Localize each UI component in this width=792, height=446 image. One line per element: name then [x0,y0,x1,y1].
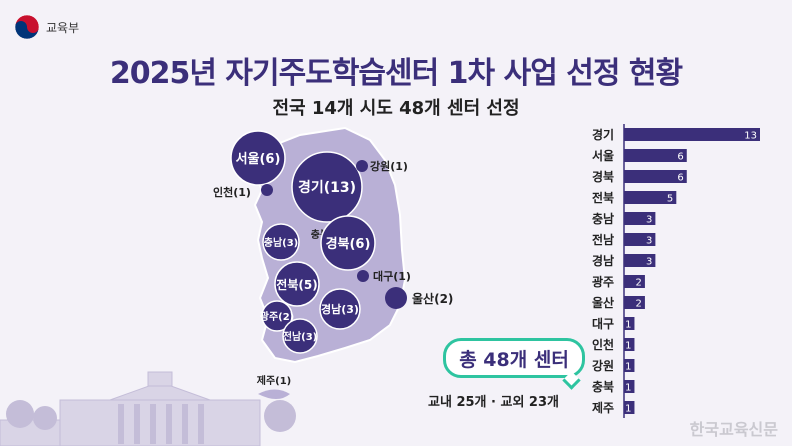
page-subtitle: 전국 14개 시도 48개 센터 선정 [272,98,520,119]
region-label: 울산(2) [412,291,453,306]
bar [624,275,645,288]
region-label: 전남(3) [283,330,318,343]
bar-category-label: 대구 [592,317,614,331]
bar-value-label: 3 [646,215,652,226]
region-label: 강원(1) [370,159,408,173]
region-label: 대구(1) [373,269,411,283]
bar [624,380,635,393]
map-bubbles: 서울(6)경기(13)강원(1)인천(1)충북(1)충남(3)경북(6)대구(1… [213,130,453,387]
bar-value-label: 1 [625,320,631,331]
bar [624,359,635,372]
bar-value-label: 3 [646,236,652,247]
bar-value-label: 6 [677,173,683,184]
region-bar-chart: 경기 13 서울 6 경북 6 전북 5 충남 3 전남 3 경남 3 광주 2 울산 2 대구 1 인천 1 강원 1 충북 1… [592,124,760,418]
bar-value-label: 2 [636,299,642,310]
bar-value-label: 1 [625,341,631,352]
bar-category-label: 경기 [592,127,614,142]
region-label: 경북(6) [326,236,371,252]
bar-category-label: 전남 [592,232,614,247]
region-bubble [261,184,273,196]
bar-value-label: 1 [625,383,631,394]
bar-value-label: 3 [646,257,652,268]
region-bubble [282,318,318,354]
bar-category-label: 충북 [592,379,614,394]
region-bubble [261,300,293,332]
taegeuk-icon [14,14,40,40]
region-bubble [230,130,286,186]
region-bubble [291,151,363,223]
region-label: 서울(6) [236,151,281,167]
bar-value-label: 1 [625,362,631,373]
bar [624,149,687,162]
region-label: 인천(1) [213,185,251,199]
ministry-name: 교육부 [46,20,80,35]
region-bubble [319,288,361,330]
bar-value-label: 2 [636,278,642,289]
bar-value-label: 13 [744,131,757,142]
region-bubble [274,261,320,307]
region-label: 경기(13) [298,179,356,196]
bar-category-label: 제주 [592,401,614,415]
jeju-shape [258,389,290,399]
bar [624,170,687,183]
region-label: 경남(3) [321,302,359,316]
region-bubble [357,270,369,282]
total-callout: 총 48개 센터 [443,338,585,378]
region-bubble [385,287,407,309]
bar-category-label: 울산 [592,295,614,310]
region-label: 제주(1) [257,374,292,387]
ministry-logo: 교육부 [14,14,79,40]
bar-category-label: 충남 [592,211,614,226]
bar-category-label: 인천 [592,337,614,352]
bar-category-label: 경북 [592,170,614,184]
bar [624,212,656,225]
region-bubble [320,215,376,271]
location-breakdown: 교내 25개 · 교외 23개 [428,395,559,410]
region-bubble [356,160,368,172]
region-label: 광주(2) [260,311,295,323]
bar [624,296,645,309]
bar [624,233,656,246]
bar-value-label: 5 [667,194,673,205]
region-bubble [262,223,300,261]
bar [624,128,760,141]
bar-category-label: 경남 [592,253,614,268]
bar-value-label: 6 [677,152,683,163]
page-title: 2025년 자기주도학습센터 1차 사업 선정 현황 [109,56,683,91]
bar-category-label: 강원 [592,359,614,373]
region-label: 충남(3) [264,236,299,249]
bar-category-label: 서울 [592,148,614,163]
region-label: 전북(5) [276,277,317,292]
building-illustration [0,371,296,446]
bar-category-label: 전북 [592,190,614,205]
bar [624,401,635,414]
bar-category-label: 광주 [592,274,614,289]
bar [624,191,677,204]
bar [624,254,656,267]
bar [624,338,635,351]
bar [624,317,635,330]
watermark: 한국교육신문 [689,420,778,439]
bar-value-label: 1 [625,404,631,415]
